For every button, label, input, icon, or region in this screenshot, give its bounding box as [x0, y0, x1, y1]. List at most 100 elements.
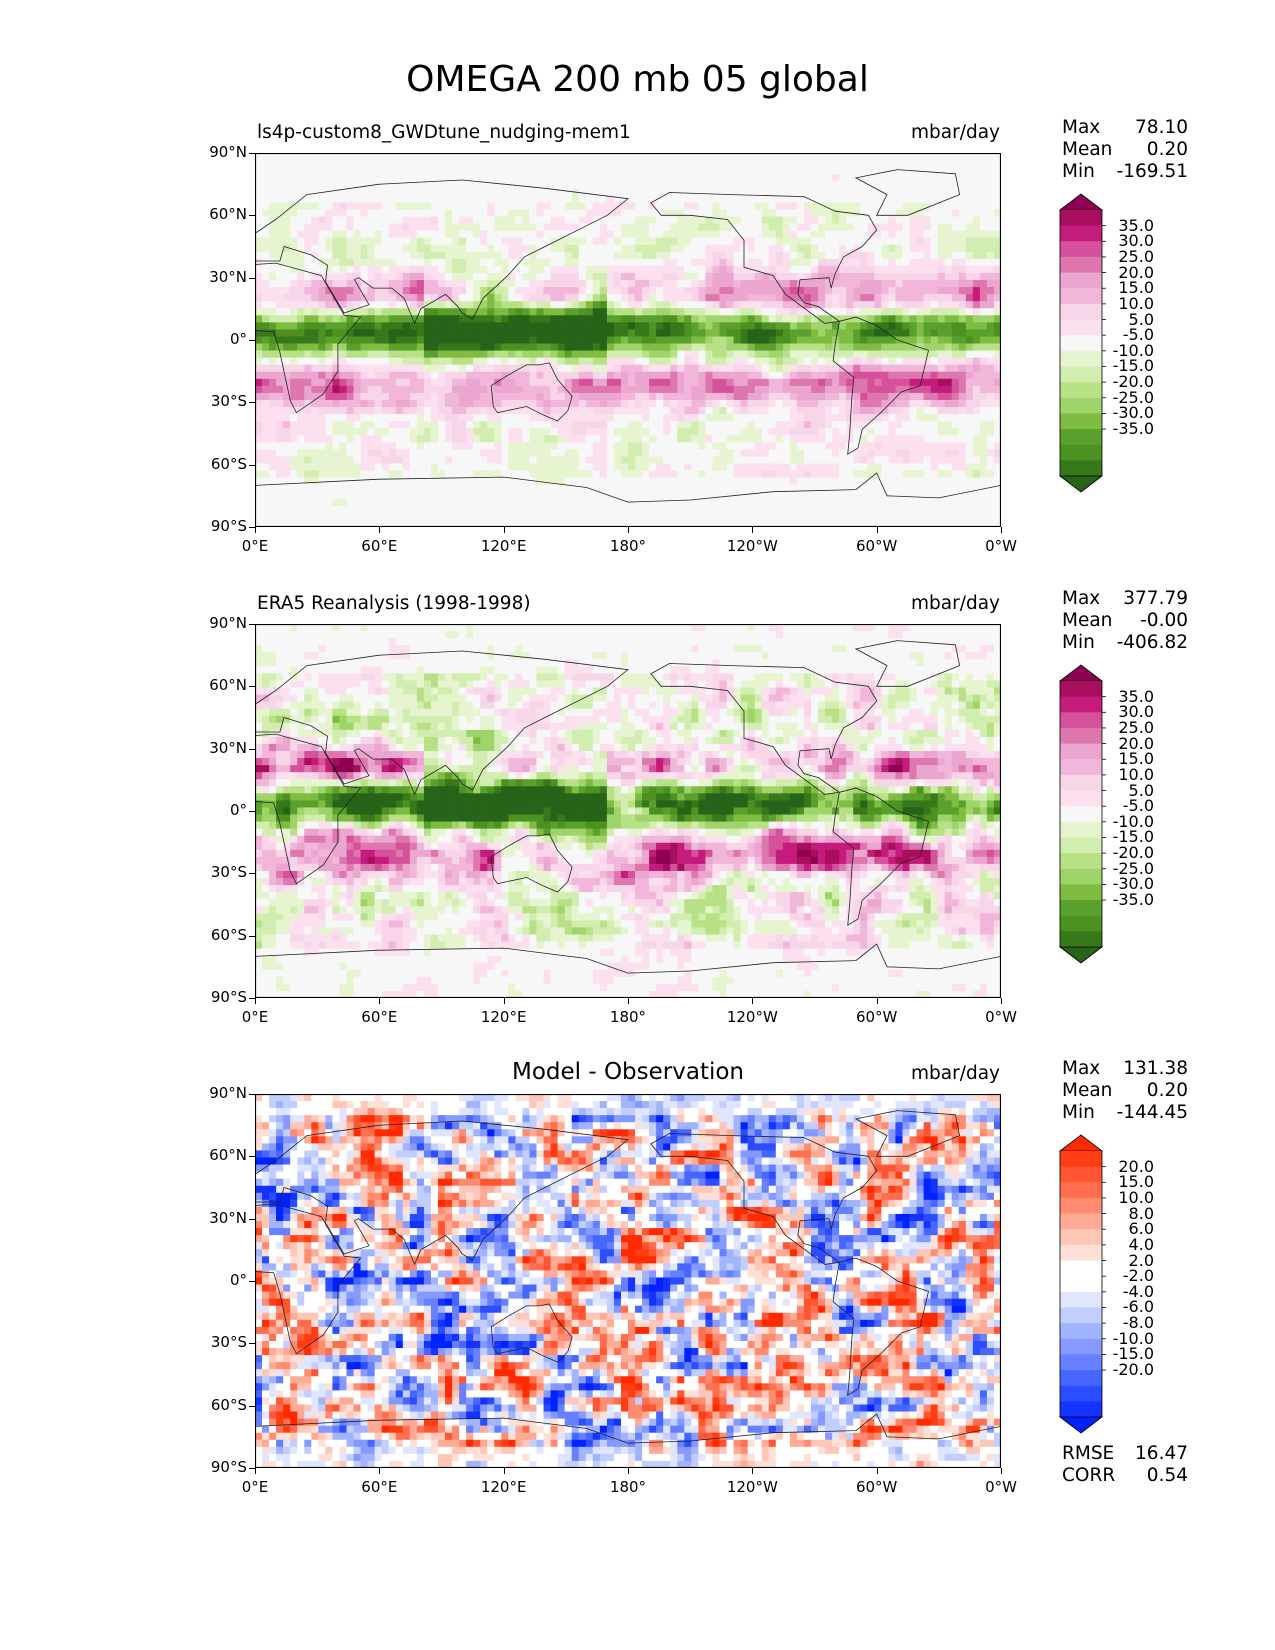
- field-cell: [832, 223, 840, 232]
- field-cell: [923, 477, 932, 486]
- field-cell: [332, 392, 341, 401]
- field-cell: [564, 315, 573, 323]
- field-cell: [810, 287, 819, 295]
- field-cell: [283, 364, 291, 373]
- field-cell: [628, 343, 636, 352]
- field-cell: [635, 350, 643, 359]
- field-cell: [958, 449, 967, 458]
- field-cell: [515, 265, 524, 274]
- field-cell: [649, 414, 657, 422]
- field-cell: [691, 216, 699, 225]
- field-cell: [993, 258, 1001, 267]
- field-cell: [318, 364, 326, 373]
- field-cell: [909, 244, 918, 253]
- field-cell: [698, 209, 707, 218]
- field-cell: [832, 449, 840, 458]
- field-cell: [339, 167, 348, 175]
- field-cell: [986, 181, 995, 189]
- field-cell: [325, 301, 334, 309]
- field-cell: [832, 195, 840, 203]
- field-cell: [958, 442, 967, 450]
- field-cell: [740, 265, 749, 274]
- field-cell: [473, 251, 481, 260]
- field-cell: [993, 216, 1001, 225]
- field-cell: [782, 463, 791, 472]
- field-cell: [796, 308, 805, 316]
- field-cell: [255, 195, 263, 203]
- field-cell: [958, 322, 967, 331]
- field-cell: [874, 308, 882, 316]
- field-cell: [430, 237, 439, 246]
- field-cell: [613, 378, 622, 387]
- field-cell: [670, 237, 678, 246]
- field-cell: [311, 195, 319, 203]
- field-cell: [944, 329, 953, 338]
- field-cell: [761, 456, 770, 465]
- field-cell: [515, 470, 524, 479]
- field-cell: [677, 251, 685, 260]
- field-cell: [810, 343, 819, 352]
- field-cell: [965, 160, 974, 168]
- field-cell: [395, 280, 404, 288]
- field-cell: [874, 237, 882, 246]
- field-cell: [353, 160, 362, 168]
- field-cell: [255, 209, 263, 218]
- field-cell: [367, 442, 376, 450]
- field-cell: [550, 287, 559, 295]
- field-cell: [346, 329, 355, 338]
- field-cell: [881, 153, 889, 161]
- field-cell: [459, 477, 467, 486]
- field-cell: [613, 294, 622, 302]
- field-cell: [262, 315, 270, 323]
- field-cell: [993, 322, 1001, 331]
- field-cell: [318, 216, 326, 225]
- field-cell: [846, 477, 854, 486]
- field-cell: [670, 456, 678, 465]
- field-cell: [677, 272, 685, 281]
- field-cell: [684, 160, 692, 168]
- field-cell: [803, 456, 812, 465]
- field-cell: [388, 202, 397, 211]
- field-cell: [606, 414, 615, 422]
- field-cell: [810, 371, 819, 380]
- field-cell: [262, 280, 270, 288]
- field-cell: [740, 272, 749, 281]
- field-cell: [290, 174, 298, 182]
- field-cell: [663, 223, 671, 232]
- field-cell: [789, 442, 798, 450]
- field-cell: [825, 463, 833, 472]
- field-cell: [698, 456, 707, 465]
- field-cell: [810, 392, 819, 401]
- field-cell: [768, 237, 777, 246]
- field-cell: [304, 181, 312, 189]
- field-cell: [825, 449, 833, 458]
- field-cell: [557, 449, 566, 458]
- field-cell: [944, 188, 953, 196]
- field-cell: [346, 202, 355, 211]
- field-cell: [712, 195, 721, 203]
- field-cell: [691, 301, 699, 309]
- field-cell: [923, 399, 932, 408]
- field-cell: [972, 343, 981, 352]
- field-cell: [649, 421, 657, 429]
- field-cell: [958, 392, 967, 401]
- field-cell: [810, 407, 819, 415]
- field-cell: [423, 272, 432, 281]
- field-cell: [726, 336, 735, 345]
- field-cell: [255, 470, 263, 479]
- field-cell: [909, 251, 918, 260]
- field-cell: [768, 392, 777, 401]
- field-cell: [754, 202, 763, 211]
- field-cell: [290, 456, 298, 465]
- field-cell: [423, 251, 432, 260]
- field-cell: [705, 181, 714, 189]
- field-cell: [360, 195, 369, 203]
- field-cell: [325, 484, 334, 493]
- field-cell: [388, 449, 397, 458]
- field-cell: [557, 244, 566, 253]
- field-cell: [972, 350, 981, 359]
- field-cell: [360, 174, 369, 182]
- field-cell: [712, 153, 721, 161]
- field-cell: [255, 258, 263, 267]
- field-cell: [782, 237, 791, 246]
